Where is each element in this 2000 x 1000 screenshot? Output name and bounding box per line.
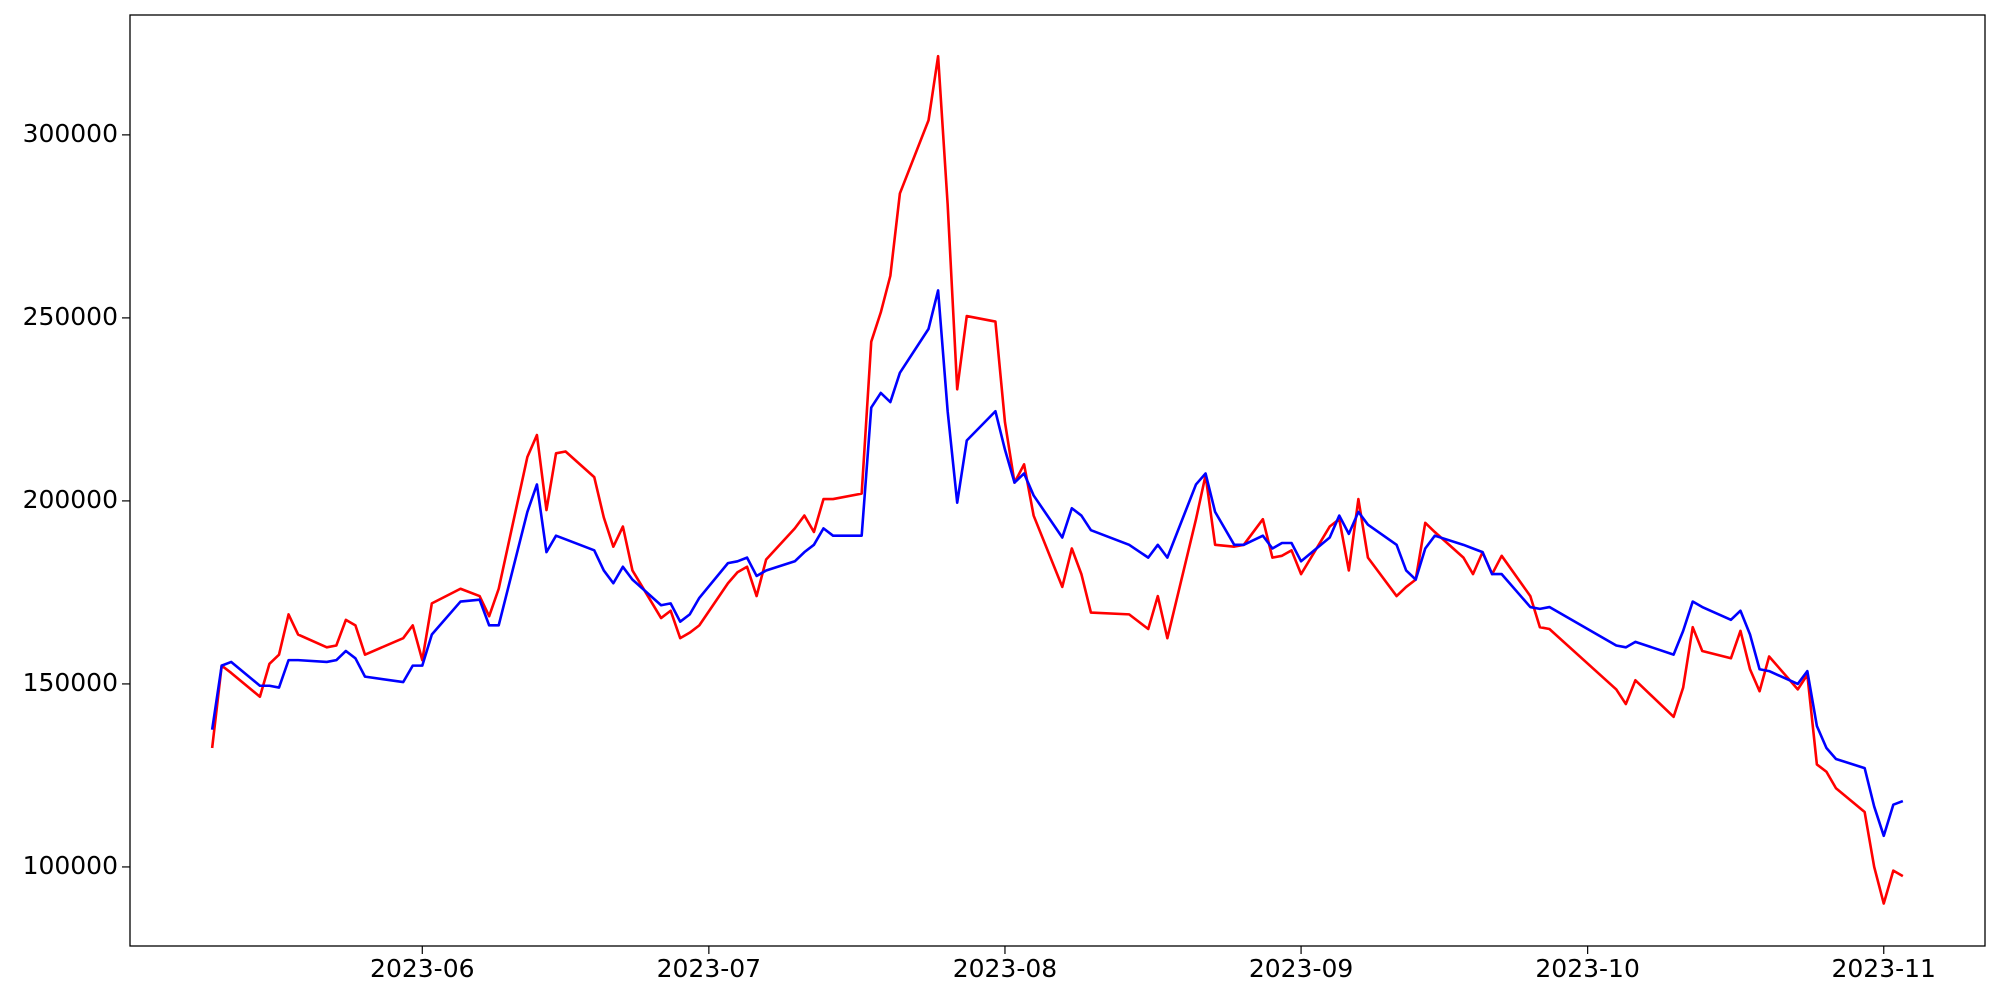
line-series bbox=[210, 54, 1904, 905]
x-tick-label: 2023-11 bbox=[1832, 954, 1936, 983]
x-tick-label: 2023-06 bbox=[370, 954, 474, 983]
line-series bbox=[210, 289, 1904, 838]
y-tick-label: 300000 bbox=[23, 119, 118, 148]
y-tick-label: 250000 bbox=[23, 302, 118, 331]
y-tick-label: 150000 bbox=[23, 668, 118, 697]
x-tick-label: 2023-07 bbox=[657, 954, 761, 983]
x-tick-label: 2023-10 bbox=[1535, 954, 1639, 983]
plot-frame bbox=[129, 14, 1986, 947]
y-tick-label: 200000 bbox=[23, 485, 118, 514]
x-tick-label: 2023-09 bbox=[1249, 954, 1353, 983]
y-tick-label: 100000 bbox=[23, 851, 118, 880]
x-tick-label: 2023-08 bbox=[953, 954, 1057, 983]
